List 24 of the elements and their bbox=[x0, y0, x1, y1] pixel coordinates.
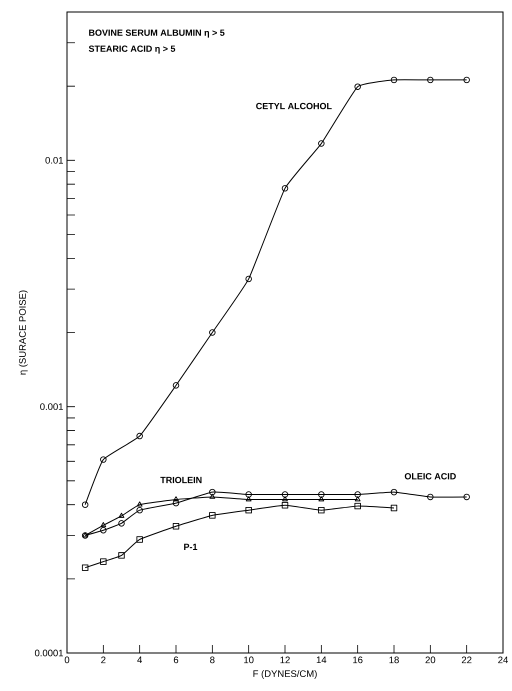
x-tick-label: 16 bbox=[353, 656, 363, 664]
y-axis-title: η (SURACE POISE) bbox=[18, 290, 28, 375]
x-tick-label: 0 bbox=[64, 656, 70, 664]
annotation: BOVINE SERUM ALBUMIN η > 5 bbox=[89, 30, 225, 38]
y-tick-label: 0.0001 bbox=[34, 650, 64, 656]
x-tick-label: 20 bbox=[426, 656, 436, 664]
x-tick-label: 4 bbox=[137, 656, 142, 664]
y-tick-label: 0.01 bbox=[45, 156, 64, 164]
x-tick-label: 10 bbox=[244, 656, 254, 664]
x-tick-label: 12 bbox=[280, 656, 290, 664]
x-tick-label: 18 bbox=[389, 656, 399, 664]
annotation: TRIOLEIN bbox=[160, 476, 202, 484]
annotation: OLEIC ACID bbox=[404, 473, 456, 480]
annotation: CETYL ALCOHOL bbox=[256, 102, 332, 110]
x-tick-label: 6 bbox=[174, 656, 178, 664]
x-axis-title: F (DYNES/CM) bbox=[253, 670, 317, 679]
annotation: STEARIC ACID η > 5 bbox=[88, 46, 176, 54]
x-tick-label: 8 bbox=[210, 656, 215, 664]
x-tick-label: 24 bbox=[498, 656, 508, 664]
y-tick-label: 0.001 bbox=[40, 403, 64, 410]
x-tick-label: 22 bbox=[462, 656, 472, 664]
annotation: P-1 bbox=[184, 544, 198, 550]
x-tick-label: 14 bbox=[316, 656, 326, 664]
x-tick-label: 2 bbox=[101, 656, 106, 664]
